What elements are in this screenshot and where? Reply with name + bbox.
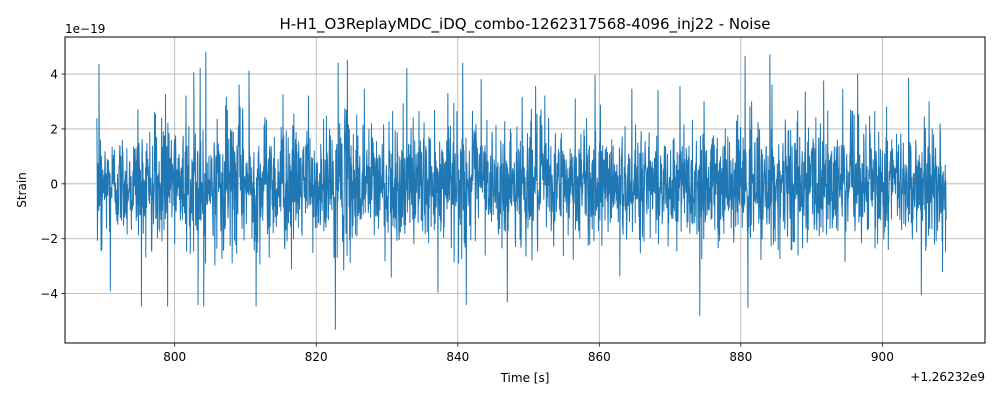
y-tick-label: 0: [50, 177, 58, 191]
x-tick-label: 880: [729, 350, 752, 364]
x-axis-ticks: 800 820 840 860 880 900: [163, 343, 894, 364]
x-tick-label: 840: [446, 350, 469, 364]
x-tick-label: 860: [588, 350, 611, 364]
y-tick-label: −4: [40, 287, 58, 301]
strain-series-line: [96, 51, 947, 330]
axes-frame: [64, 36, 986, 344]
y-axis-ticks: −4 −2 0 2 4: [40, 68, 65, 301]
x-axis-label: Time [s]: [500, 371, 550, 385]
y-tick-label: 2: [50, 122, 58, 136]
x-axis-offset-label: +1.26232e9: [910, 370, 985, 384]
x-tick-label: 800: [163, 350, 186, 364]
y-tick-label: 4: [50, 68, 58, 82]
chart-title: H-H1_O3ReplayMDC_iDQ_combo-1262317568-40…: [279, 15, 770, 34]
x-tick-label: 900: [871, 350, 894, 364]
y-axis-label: Strain: [15, 172, 29, 208]
y-tick-label: −2: [40, 232, 58, 246]
plot-area: [96, 51, 947, 330]
x-tick-label: 820: [305, 350, 328, 364]
y-axis-scale-label: 1e−19: [65, 22, 105, 36]
